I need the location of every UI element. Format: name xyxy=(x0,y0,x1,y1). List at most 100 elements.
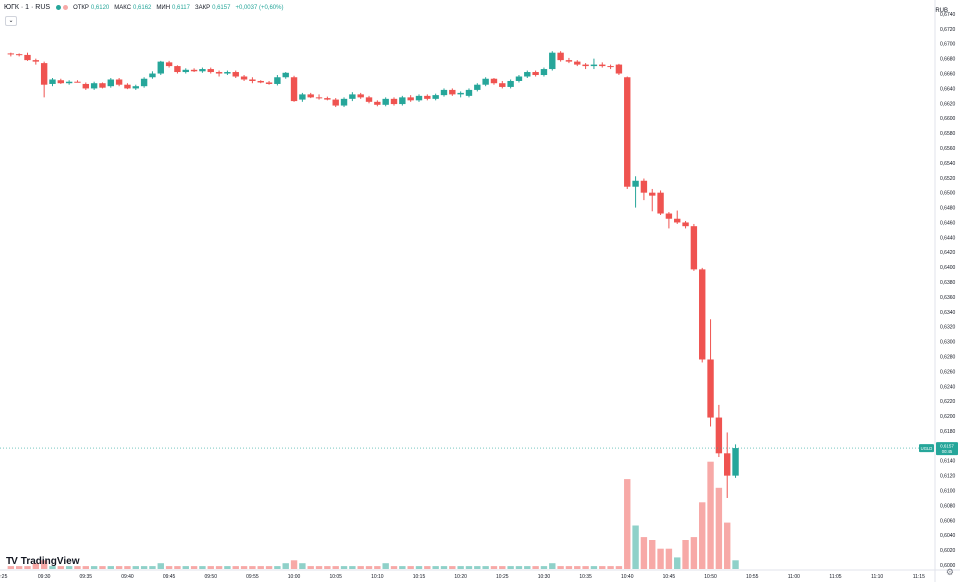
volume-bar xyxy=(565,566,573,569)
candle-body xyxy=(432,95,439,99)
candle-body xyxy=(657,192,664,214)
volume-bar xyxy=(374,566,381,569)
high-value: 0,6162 xyxy=(133,4,152,11)
tradingview-logo[interactable]: TV TradingView xyxy=(6,556,80,567)
volume-bar xyxy=(382,563,389,569)
volume-bar xyxy=(215,566,223,569)
volume-bar xyxy=(282,563,289,569)
y-tick-label: 0,6480 xyxy=(940,206,956,212)
volume-bar xyxy=(7,566,15,569)
y-tick-label: 0,6460 xyxy=(940,220,956,226)
y-tick-label: 0,6220 xyxy=(940,399,956,405)
volume-bar xyxy=(207,566,214,569)
y-tick-label: 0,6520 xyxy=(940,176,956,182)
volume-bar xyxy=(540,566,548,569)
volume-bar xyxy=(407,566,414,569)
candle-body xyxy=(57,80,65,84)
candle-body xyxy=(640,180,648,193)
candle-body xyxy=(32,60,40,62)
x-tick-label: 10:40 xyxy=(621,574,634,580)
candle-body xyxy=(424,95,431,99)
volume-bar xyxy=(182,566,189,569)
y-tick-label: 0,6600 xyxy=(940,116,956,122)
volume-bar xyxy=(615,566,623,569)
candle-body xyxy=(590,64,598,67)
volume-bar xyxy=(324,566,331,569)
x-tick-label: 10:20 xyxy=(454,574,467,580)
candle-body xyxy=(265,82,273,84)
candle-body xyxy=(182,69,189,73)
y-tick-label: 0,6340 xyxy=(940,310,956,316)
market-status-icon xyxy=(56,5,62,10)
y-tick-label: 0,6280 xyxy=(940,354,956,360)
x-tick-label: 10:25 xyxy=(496,574,509,580)
candle-body xyxy=(499,83,506,87)
candle-body xyxy=(107,79,114,87)
currency-label[interactable]: RUB xyxy=(935,8,948,14)
x-tick-label: 11:10 xyxy=(871,574,883,580)
candle-body xyxy=(682,222,689,227)
x-tick-label: 10:55 xyxy=(746,574,759,580)
candle-body xyxy=(549,52,556,70)
x-tick-label: 9:25 xyxy=(0,574,8,580)
y-tick-label: 0,6680 xyxy=(940,57,956,63)
x-tick-label: 09:40 xyxy=(121,574,134,580)
gear-icon[interactable]: ⚙ xyxy=(945,567,954,577)
candle-body xyxy=(574,61,581,65)
candle-body xyxy=(474,84,481,90)
volume-bar xyxy=(274,566,281,569)
chart-legend-header: ЮГК · 1 · RUS ОТКР 0,6120 МАКС 0,6162 МИН 0… xyxy=(4,4,283,11)
candle-body xyxy=(357,94,364,98)
x-tick-label: 11:00 xyxy=(788,574,800,580)
x-tick-label: 10:35 xyxy=(579,574,592,580)
candle-body xyxy=(482,78,489,85)
candle-body xyxy=(240,76,248,80)
y-tick-label: 0,6240 xyxy=(940,384,956,390)
y-tick-label: 0,6300 xyxy=(940,340,956,346)
x-tick-label: 10:15 xyxy=(413,574,426,580)
candle-body xyxy=(7,53,15,55)
candle-body xyxy=(507,80,514,87)
volume-bar xyxy=(415,566,423,569)
y-tick-label: 0,6040 xyxy=(940,533,956,539)
candle-body xyxy=(665,213,673,219)
candle-body xyxy=(599,64,606,67)
volume-bar xyxy=(290,560,298,569)
data-status-icon xyxy=(63,5,69,10)
y-tick-label: 0,6260 xyxy=(940,369,956,375)
candle-body xyxy=(332,99,339,106)
x-tick-label: 11:05 xyxy=(829,574,841,580)
y-tick-label: 0,6080 xyxy=(940,503,956,509)
volume-bar xyxy=(265,566,273,569)
close-value: 0,6157 xyxy=(212,4,231,11)
candle-body xyxy=(290,77,298,102)
y-tick-label: 0,6320 xyxy=(940,325,956,331)
candle-body xyxy=(224,72,231,74)
candle-body xyxy=(165,62,173,67)
y-tick-label: 0,6100 xyxy=(940,489,956,495)
x-tick-label: 09:50 xyxy=(204,574,217,580)
volume-bar xyxy=(582,566,589,569)
volume-bar xyxy=(115,566,123,569)
candle-body xyxy=(557,52,564,61)
y-tick-label: 0,6420 xyxy=(940,250,956,256)
volume-bar xyxy=(665,548,673,569)
collapse-legend-button[interactable]: ⌄ xyxy=(5,16,17,26)
symbol-title[interactable]: ЮГК · 1 · RUS xyxy=(4,4,51,11)
price-tag xyxy=(936,442,958,456)
candle-body xyxy=(324,98,331,100)
volume-bar xyxy=(724,522,731,569)
candle-body xyxy=(190,69,198,72)
volume-bar xyxy=(457,566,464,569)
candle-body xyxy=(257,80,264,83)
candle-body xyxy=(49,79,56,84)
x-tick-label: 10:10 xyxy=(371,574,384,580)
volume-bar xyxy=(257,566,264,569)
candle-body xyxy=(607,66,614,68)
volume-bar xyxy=(149,566,156,569)
volume-bar xyxy=(715,487,723,569)
volume-bar xyxy=(199,566,206,569)
logo-text: TradingView xyxy=(20,556,80,567)
volume-bar xyxy=(307,566,314,569)
